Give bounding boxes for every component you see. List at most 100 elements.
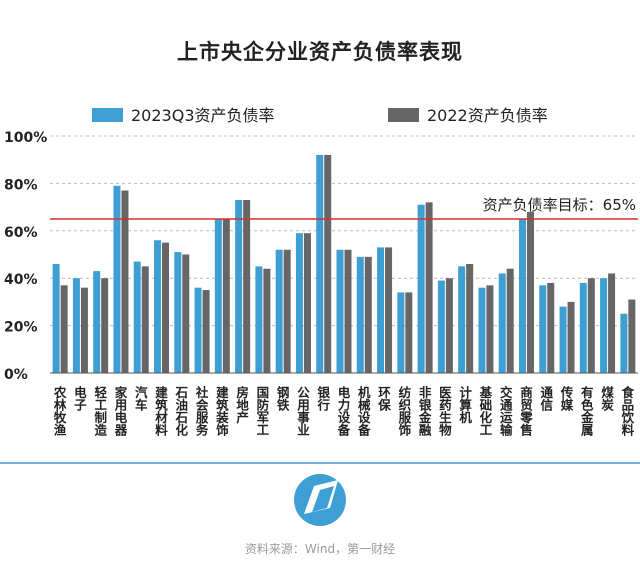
bar-2022-13 — [303, 233, 311, 373]
bar-2022-17 — [385, 247, 393, 373]
bar-2023q3-9 — [214, 218, 222, 373]
bar-2022-25 — [547, 282, 555, 373]
x-tick-label: 社会服务 — [194, 385, 209, 437]
bar-2023q3-19 — [417, 204, 425, 373]
target-line-label: 资产负债率目标：65% — [483, 196, 636, 214]
bar-2023q3-24 — [518, 218, 526, 373]
bar-2023q3-15 — [336, 249, 344, 373]
x-tick-label: 环保 — [376, 386, 391, 412]
bar-2023q3-27 — [579, 282, 587, 373]
bar-2022-4 — [121, 190, 129, 373]
bar-2023q3-12 — [275, 249, 283, 373]
bar-2023q3-13 — [295, 233, 303, 373]
y-tick-label: 100% — [4, 130, 47, 146]
bar-2023q3-25 — [539, 285, 547, 373]
bar-2023q3-21 — [458, 266, 466, 373]
legend-label-2: 2022资产负债率 — [427, 106, 548, 125]
legend-swatch-2 — [388, 108, 419, 122]
bar-2022-10 — [243, 199, 251, 373]
bar-2023q3-11 — [255, 266, 263, 373]
legend: 2023Q3资产负债率 2022资产负债率 — [92, 106, 548, 125]
x-tick-label: 农林牧渔 — [52, 385, 67, 437]
bar-2022-6 — [162, 242, 170, 373]
bar-2022-14 — [324, 154, 332, 373]
bar-2022-29 — [628, 299, 636, 373]
x-tick-label: 纺织服饰 — [396, 385, 411, 437]
bar-2023q3-22 — [478, 287, 486, 373]
bar-2023q3-7 — [174, 252, 182, 373]
bar-2022-18 — [405, 292, 413, 373]
bar-2023q3-16 — [356, 256, 364, 373]
bar-2022-9 — [222, 218, 230, 373]
x-tick-label: 商贸零售 — [518, 385, 533, 437]
bar-2022-28 — [608, 273, 616, 373]
x-tick-label: 建筑材料 — [153, 385, 168, 437]
x-tick-label: 轻工制造 — [92, 385, 107, 437]
x-tick-label: 传媒 — [559, 385, 574, 412]
x-tick-label: 国防军工 — [254, 386, 269, 436]
x-tick-label: 公用事业 — [295, 386, 310, 436]
x-tick-label: 非银金融 — [417, 385, 432, 437]
x-tick-label: 煤炭 — [599, 385, 614, 412]
bar-2022-21 — [466, 263, 474, 373]
x-tick-label: 钢铁 — [275, 385, 290, 412]
x-tick-label: 汽车 — [133, 385, 148, 412]
y-tick-label: 0% — [4, 367, 28, 383]
bars — [52, 154, 636, 373]
bar-2023q3-4 — [113, 185, 121, 373]
source-note: 资料来源：Wind，第一财经 — [244, 542, 396, 556]
bar-2022-15 — [344, 249, 352, 373]
x-tick-label: 银行 — [315, 385, 330, 412]
x-tick-label: 建筑装饰 — [214, 385, 229, 437]
bar-2022-3 — [101, 278, 109, 373]
bar-2023q3-6 — [154, 240, 162, 373]
x-tick-label: 交通运输 — [498, 385, 513, 437]
x-tick-label: 电力设备 — [336, 385, 351, 437]
bar-2022-22 — [486, 285, 494, 373]
x-axis-labels: 农林牧渔 电子 轻工制造 家用电器 汽车 建筑材料 石油石化 社会服务 建筑装饰 房地产 国防军工钢… — [52, 385, 635, 437]
x-tick-label: 房地产 — [234, 385, 249, 424]
bar-2022-27 — [587, 278, 595, 373]
bar-2023q3-23 — [498, 273, 506, 373]
bar-2022-26 — [567, 301, 575, 373]
x-tick-label: 计算机 — [457, 385, 472, 424]
y-tick-label: 20% — [4, 320, 38, 336]
y-tick-label: 60% — [4, 225, 38, 241]
bar-2022-12 — [283, 249, 291, 373]
x-tick-label: 基础化工 — [477, 385, 492, 436]
bar-2023q3-1 — [52, 263, 60, 373]
x-tick-label: 医药生物 — [437, 386, 452, 437]
x-tick-label: 家用电器 — [112, 385, 127, 437]
x-tick-label: 机械设备 — [356, 385, 371, 437]
chart-title: 上市央企分业资产负债率表现 — [177, 40, 463, 64]
x-tick-label: 食品饮料 — [619, 385, 634, 437]
bar-2023q3-10 — [235, 199, 243, 373]
y-axis-ticks: 0% 20% 40% 60% 80% 100% — [4, 130, 47, 383]
x-tick-label: 有色金属 — [579, 385, 594, 437]
bar-2022-2 — [80, 287, 88, 373]
bar-2023q3-17 — [377, 247, 385, 373]
bar-2023q3-29 — [620, 313, 628, 373]
bar-2022-23 — [506, 268, 514, 373]
logo-icon — [294, 474, 346, 526]
target-line-group: 资产负债率目标：65% — [50, 196, 638, 220]
bar-2023q3-3 — [93, 271, 101, 373]
legend-label-1: 2023Q3资产负债率 — [131, 106, 275, 125]
bar-2022-20 — [445, 278, 453, 373]
bar-2022-1 — [60, 285, 68, 373]
bar-2022-19 — [425, 202, 433, 373]
x-tick-label: 石油石化 — [173, 386, 188, 437]
bar-2022-24 — [526, 211, 534, 373]
bar-2023q3-2 — [72, 278, 80, 373]
bar-2023q3-14 — [316, 154, 324, 373]
bar-2023q3-18 — [397, 292, 405, 373]
y-tick-label: 40% — [4, 272, 38, 288]
bar-2023q3-20 — [437, 280, 445, 373]
bar-2022-7 — [182, 254, 190, 373]
bar-2022-5 — [141, 266, 149, 373]
y-tick-label: 80% — [4, 177, 38, 193]
legend-swatch-1 — [92, 108, 123, 122]
x-tick-label: 通信 — [538, 385, 553, 412]
bar-2023q3-28 — [600, 278, 608, 373]
